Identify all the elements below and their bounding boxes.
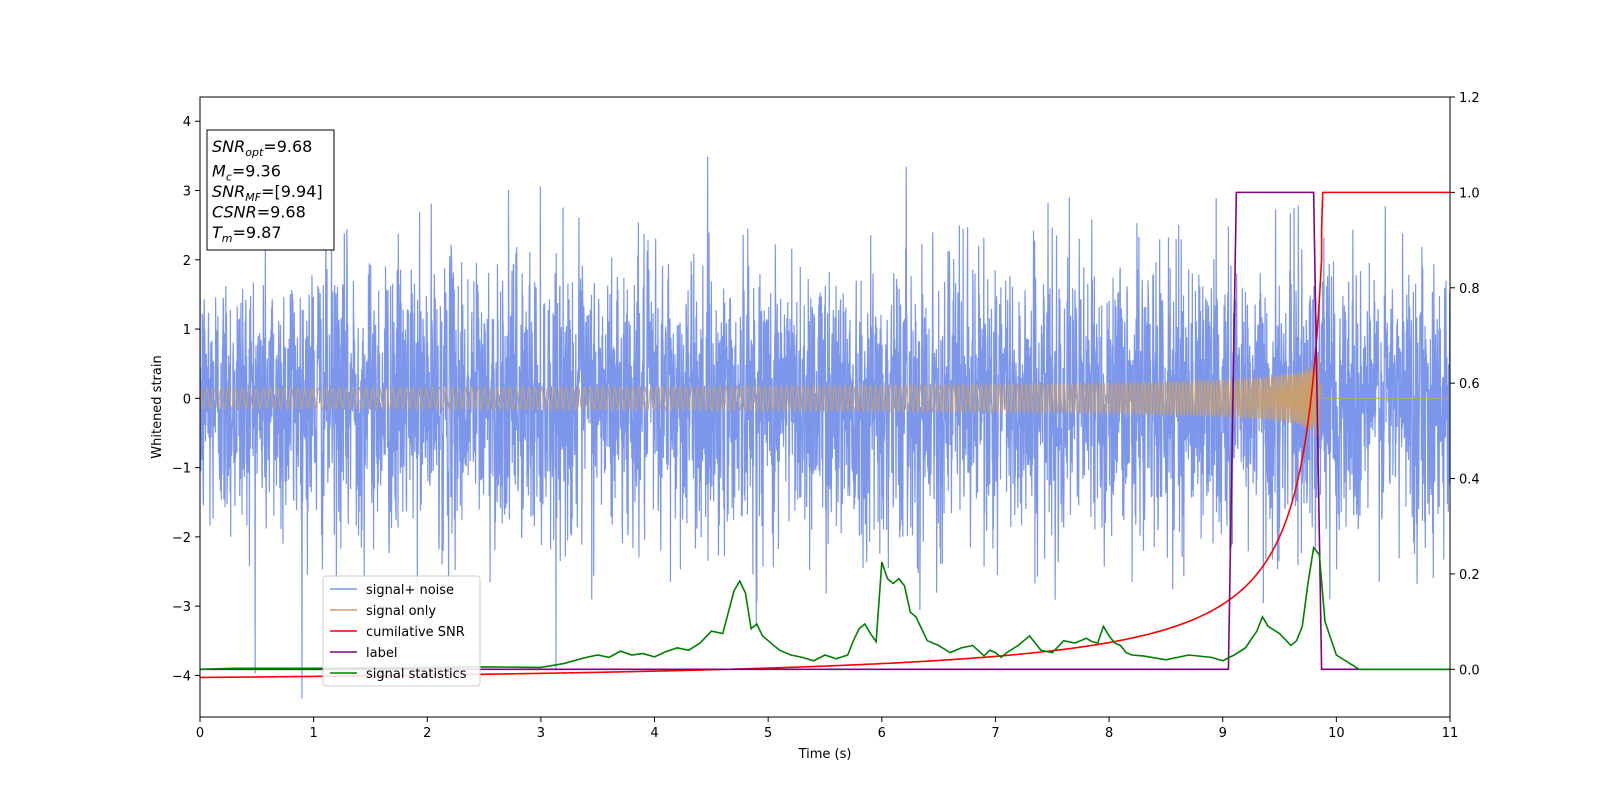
legend-label: signal only: [366, 604, 436, 619]
x-tick-label: 11: [1442, 726, 1459, 741]
plot-frame: [199, 96, 1451, 718]
y-left-tick-label: −2: [172, 531, 191, 546]
x-tick-label: 9: [1219, 726, 1227, 741]
y-left-tick-label: 2: [183, 254, 191, 269]
y-right-tick-label: 0.8: [1459, 282, 1480, 297]
legend-label: label: [366, 646, 397, 661]
info-line: Mc=9.36: [212, 162, 281, 184]
y-axis-left: −4 −3 −2 −1 0 1 2 3 4: [172, 115, 200, 684]
y-left-tick-label: −1: [172, 462, 191, 477]
info-line: SNRMF=[9.94]: [212, 182, 323, 204]
series-signal-only: [200, 352, 1450, 437]
y-right-tick-label: 0.2: [1459, 568, 1480, 583]
x-tick-label: 5: [764, 726, 772, 741]
y-left-tick-label: 3: [183, 185, 191, 200]
y-axis-label: Whitened strain: [150, 355, 165, 458]
legend-label: signal statistics: [366, 667, 467, 682]
x-tick-label: 8: [1105, 726, 1113, 741]
x-tick-label: 10: [1328, 726, 1345, 741]
y-left-tick-label: −3: [172, 600, 191, 615]
x-tick-label: 3: [537, 726, 545, 741]
x-tick-label: 0: [196, 726, 204, 741]
y-left-tick-label: −4: [172, 669, 191, 684]
info-box: SNRopt=9.68 Mc=9.36SNRMF=[9.94]CSNR=9.68T…: [206, 129, 335, 251]
y-right-tick-label: 1.2: [1459, 91, 1480, 106]
y-right-tick-label: 0.0: [1459, 663, 1480, 678]
x-tick-label: 2: [423, 726, 431, 741]
series-label: [200, 191, 1450, 671]
x-axis: 0 1 2 3 4 5 6 7 8 9 10 11: [196, 717, 1458, 741]
y-right-tick-label: 0.6: [1459, 377, 1480, 392]
info-line: SNRopt=9.68: [212, 137, 312, 159]
x-tick-label: 1: [309, 726, 317, 741]
y-left-tick-label: 1: [183, 323, 191, 338]
info-box-frame: [206, 129, 335, 251]
legend-label: signal+ noise: [366, 583, 454, 598]
y-right-tick-label: 0.4: [1459, 473, 1480, 488]
y-left-tick-label: 0: [183, 392, 191, 407]
legend-frame: [322, 575, 481, 687]
y-left-tick-label: 4: [183, 115, 191, 130]
y-axis-right: 0.0 0.2 0.4 0.6 0.8 1.0 1.2: [1450, 91, 1480, 678]
series-signal-statistics: [200, 545, 1450, 671]
x-tick-label: 6: [878, 726, 886, 741]
legend-label: cumilative SNR: [366, 625, 465, 640]
x-tick-label: 4: [650, 726, 658, 741]
info-line: CSNR=9.68: [212, 203, 306, 222]
info-line: Tm=9.87: [212, 223, 282, 245]
y-right-tick-label: 1.0: [1459, 186, 1480, 201]
legend: signal+ noise signal only cumilative SNR la…: [322, 575, 481, 687]
x-tick-label: 7: [991, 726, 999, 741]
x-axis-label: Time (s): [798, 747, 852, 762]
